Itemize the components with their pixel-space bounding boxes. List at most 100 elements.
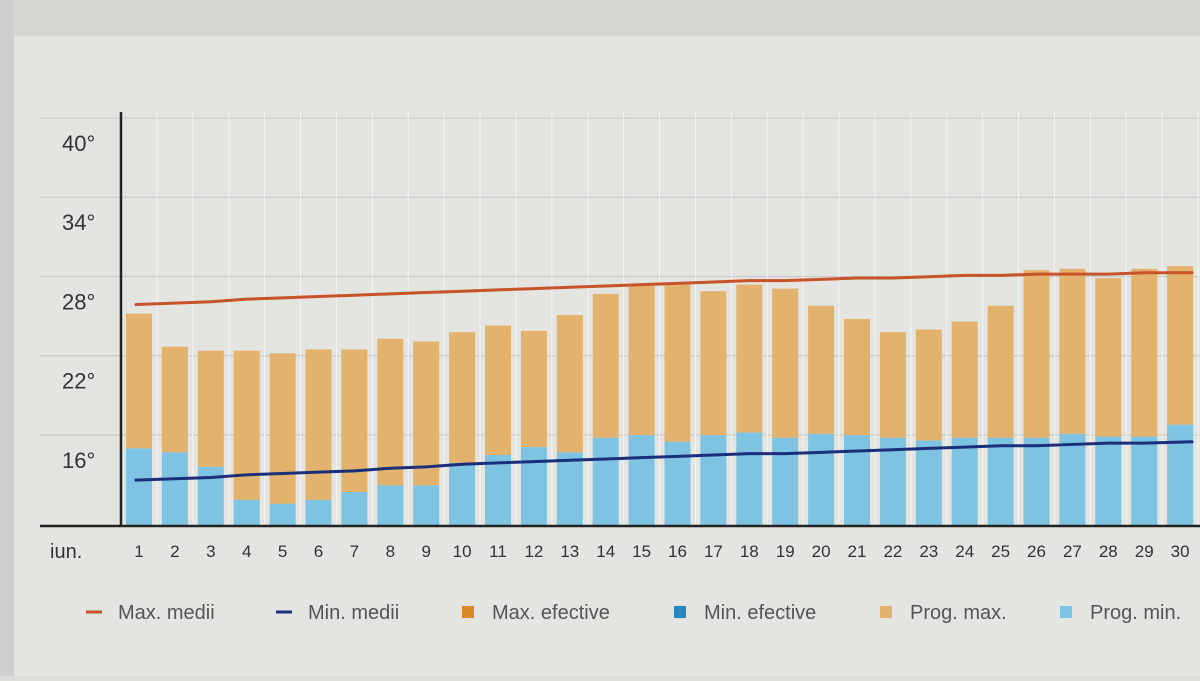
x-tick-label: 2 [170, 542, 179, 561]
x-tick-label: 18 [740, 542, 759, 561]
bar-prog-max [592, 293, 619, 438]
bar-prog-min [879, 437, 906, 525]
x-tick-label: 9 [421, 542, 430, 561]
y-tick-label: 40° [62, 131, 95, 156]
bar-prog-max [197, 350, 224, 467]
x-tick-label: 16 [668, 542, 687, 561]
x-tick-label: 8 [386, 542, 395, 561]
legend-label: Min. efective [704, 602, 816, 624]
bar-prog-min [126, 448, 152, 525]
line-min-medii [134, 440, 1194, 482]
bar-prog-min [772, 437, 799, 525]
x-tick-label: 29 [1135, 542, 1154, 561]
x-tick-label: 20 [812, 542, 831, 561]
x-tick-label: 28 [1099, 542, 1118, 561]
x-tick-label: 25 [991, 542, 1010, 561]
tick-labels: 16°22°28°34°40°iun. 1 2 3 4 5 6 7 8 9 10 11 12 13 14 15… [50, 131, 1190, 563]
legend-label: Prog. max. [910, 602, 1007, 624]
x-tick-label: 14 [596, 542, 615, 561]
bar-prog-min [1059, 433, 1086, 525]
bar-prog-min [592, 437, 619, 525]
bar-prog-max [341, 349, 368, 492]
x-tick-label: 23 [919, 542, 938, 561]
bar-prog-min [449, 462, 476, 525]
x-tick-label: 15 [632, 542, 651, 561]
legend-label: Max. medii [118, 602, 215, 624]
bar-prog-max [664, 284, 691, 442]
left-margin-strip [0, 0, 14, 676]
bar-prog-max [556, 315, 583, 453]
bar-prog-min [628, 435, 655, 525]
bar-prog-min [1023, 437, 1050, 525]
bar-prog-max [269, 353, 296, 504]
legend-swatch [880, 606, 892, 618]
bar-prog-max [233, 350, 260, 500]
bar-prog-min [341, 491, 368, 525]
legend: Max. medii Min. medii Max. efective Min. ef… [86, 602, 1181, 624]
bar-prog-max [808, 305, 835, 434]
bar-prog-max [161, 346, 188, 453]
y-tick-label: 16° [62, 448, 95, 473]
bar-prog-min [1095, 436, 1122, 525]
x-tick-label: 24 [955, 542, 974, 561]
bar-prog-max [879, 332, 906, 438]
bar-prog-min [161, 452, 188, 525]
x-tick-label: 7 [350, 542, 359, 561]
bar-prog-min [808, 433, 835, 525]
bar-prog-min [915, 440, 942, 525]
bar-prog-max [449, 332, 476, 463]
bar-prog-max [987, 305, 1014, 438]
y-tick-label: 28° [62, 289, 95, 314]
bar-prog-max [377, 338, 404, 486]
bar-prog-max [305, 349, 332, 500]
bar-prog-min [485, 455, 511, 525]
x-tick-label: 17 [704, 542, 723, 561]
x-tick-label: 1 [134, 542, 143, 561]
bar-prog-min [987, 437, 1014, 525]
x-tick-label: 21 [848, 542, 867, 561]
legend-label: Prog. min. [1090, 602, 1181, 624]
x-tick-label: 27 [1063, 542, 1082, 561]
x-tick-label: 12 [524, 542, 543, 561]
legend-swatch [674, 606, 686, 618]
bar-prog-min [377, 485, 404, 525]
bar-prog-min [305, 499, 332, 525]
line-max-medii [134, 271, 1194, 306]
bar-prog-min [233, 499, 260, 525]
bar-prog-max [772, 288, 799, 438]
legend-swatch [462, 606, 474, 618]
bar-prog-min [269, 503, 296, 525]
top-header-strip [14, 0, 1200, 36]
bar-prog-max [413, 341, 440, 486]
bar-prog-min [520, 447, 547, 525]
bars [126, 266, 1194, 525]
bar-prog-max [951, 321, 978, 438]
bar-prog-max [1059, 268, 1086, 434]
bar-prog-max [485, 325, 511, 456]
bar-prog-max [844, 318, 870, 436]
x-tick-label: 11 [489, 542, 507, 561]
bar-prog-max [628, 285, 655, 436]
bar-prog-max [736, 284, 763, 433]
legend-label: Max. efective [492, 602, 610, 624]
bar-prog-max [1131, 268, 1158, 437]
x-tick-label: 3 [206, 542, 215, 561]
legend-swatch [1060, 606, 1072, 618]
x-tick-label: 26 [1027, 542, 1046, 561]
bar-prog-min [1167, 424, 1194, 525]
bar-prog-max [700, 291, 727, 436]
x-tick-label: 10 [453, 542, 472, 561]
bar-prog-min [700, 435, 727, 525]
x-tick-label: 4 [242, 542, 251, 561]
legend-label: Min. medii [308, 602, 399, 624]
bar-prog-max [1167, 266, 1194, 425]
bar-prog-max [1023, 270, 1050, 438]
bar-prog-min [1131, 436, 1158, 525]
bar-prog-max [915, 329, 942, 441]
x-axis-label: iun. [50, 541, 82, 563]
x-tick-label: 22 [883, 542, 902, 561]
bar-prog-min [951, 437, 978, 525]
x-tick-label: 5 [278, 542, 287, 561]
